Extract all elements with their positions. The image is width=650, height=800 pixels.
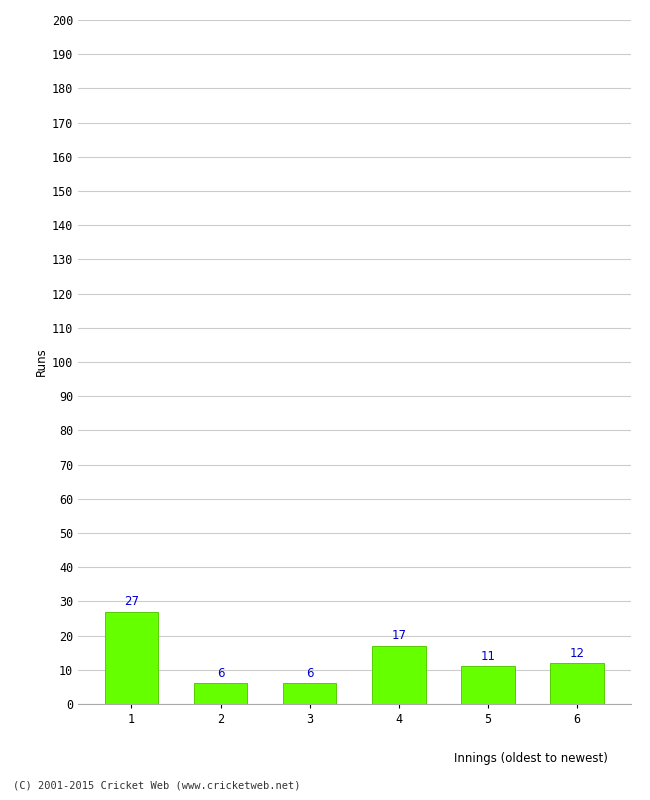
Bar bbox=[194, 683, 247, 704]
Text: (C) 2001-2015 Cricket Web (www.cricketweb.net): (C) 2001-2015 Cricket Web (www.cricketwe… bbox=[13, 780, 300, 790]
Text: 6: 6 bbox=[306, 667, 313, 680]
Text: 27: 27 bbox=[124, 595, 139, 608]
Text: 17: 17 bbox=[391, 630, 406, 642]
Y-axis label: Runs: Runs bbox=[34, 348, 47, 376]
Text: 12: 12 bbox=[569, 646, 584, 659]
Bar bbox=[105, 612, 158, 704]
Text: 6: 6 bbox=[217, 667, 224, 680]
Bar bbox=[372, 646, 426, 704]
X-axis label: Innings (oldest to newest): Innings (oldest to newest) bbox=[454, 752, 608, 765]
Bar bbox=[283, 683, 337, 704]
Bar bbox=[551, 663, 604, 704]
Text: 11: 11 bbox=[480, 650, 495, 663]
Bar bbox=[462, 666, 515, 704]
